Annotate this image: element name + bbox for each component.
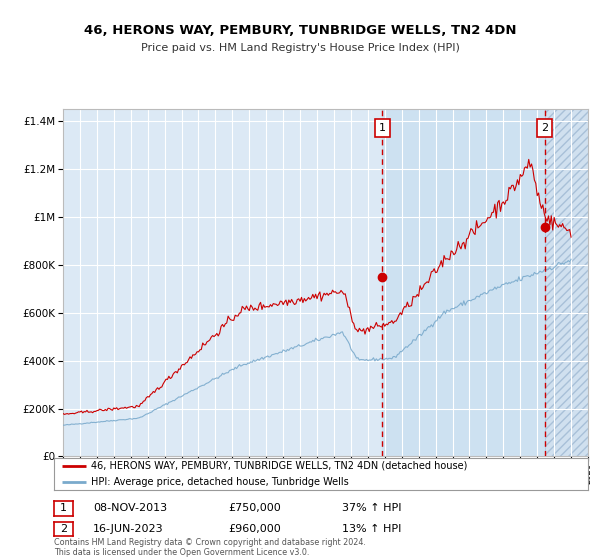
Text: Price paid vs. HM Land Registry's House Price Index (HPI): Price paid vs. HM Land Registry's House … xyxy=(140,43,460,53)
Text: 46, HERONS WAY, PEMBURY, TUNBRIDGE WELLS, TN2 4DN (detached house): 46, HERONS WAY, PEMBURY, TUNBRIDGE WELLS… xyxy=(91,461,468,470)
Text: 2: 2 xyxy=(60,524,67,534)
Bar xyxy=(545,109,588,456)
Text: 1: 1 xyxy=(379,123,386,133)
Text: HPI: Average price, detached house, Tunbridge Wells: HPI: Average price, detached house, Tunb… xyxy=(91,477,349,487)
Text: 13% ↑ HPI: 13% ↑ HPI xyxy=(342,524,401,534)
Text: 37% ↑ HPI: 37% ↑ HPI xyxy=(342,503,401,514)
Text: 2: 2 xyxy=(541,123,548,133)
Text: 08-NOV-2013: 08-NOV-2013 xyxy=(93,503,167,514)
Text: £960,000: £960,000 xyxy=(228,524,281,534)
Text: 16-JUN-2023: 16-JUN-2023 xyxy=(93,524,164,534)
Text: 1: 1 xyxy=(60,503,67,514)
Bar xyxy=(382,109,545,456)
Text: £750,000: £750,000 xyxy=(228,503,281,514)
Text: 46, HERONS WAY, PEMBURY, TUNBRIDGE WELLS, TN2 4DN: 46, HERONS WAY, PEMBURY, TUNBRIDGE WELLS… xyxy=(84,24,516,38)
Text: Contains HM Land Registry data © Crown copyright and database right 2024.
This d: Contains HM Land Registry data © Crown c… xyxy=(54,538,366,557)
